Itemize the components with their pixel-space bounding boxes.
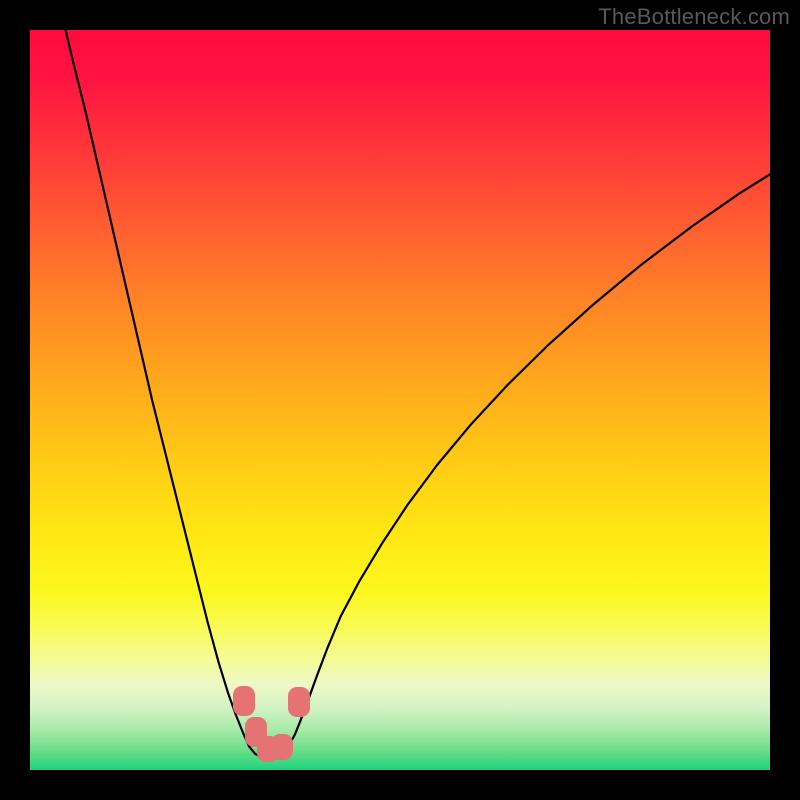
- curve-svg: [30, 30, 770, 770]
- watermark-text: TheBottleneck.com: [598, 4, 790, 30]
- bottleneck-curve: [66, 30, 770, 757]
- curve-marker: [288, 687, 310, 717]
- curve-marker: [271, 734, 293, 760]
- curve-marker: [233, 686, 255, 716]
- plot-area: [30, 30, 770, 770]
